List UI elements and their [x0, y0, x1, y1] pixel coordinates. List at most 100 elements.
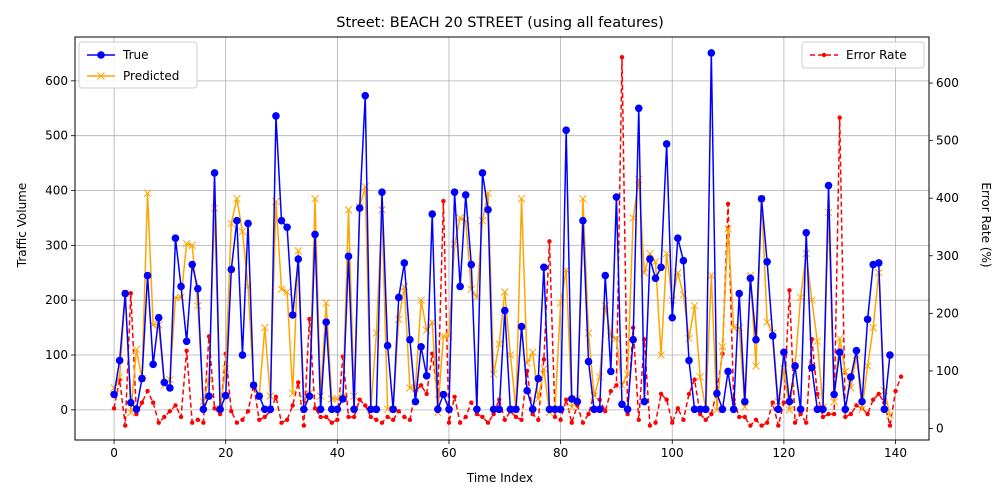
series-predicted-point — [584, 329, 593, 337]
series-true-point — [780, 348, 788, 357]
series-true-point — [545, 405, 554, 414]
series-predicted-point — [718, 342, 727, 351]
series-predicted-point — [489, 370, 498, 379]
series-true-point — [774, 405, 783, 414]
chart-title: Street: BEACH 20 STREET (using all featu… — [336, 15, 664, 31]
series-true-point — [227, 265, 236, 274]
series-true-point — [835, 348, 844, 357]
series-true-point — [495, 405, 504, 414]
series-predicted-point — [785, 405, 794, 414]
series-predicted-point — [210, 204, 219, 212]
series-error-rate-point — [162, 414, 167, 420]
series-true-point — [115, 356, 124, 365]
x-tick-label: 100 — [661, 446, 684, 460]
series-error-rate-point — [379, 420, 385, 425]
series-error-rate-point — [469, 400, 474, 405]
y-tick-label: 300 — [45, 238, 68, 252]
series-true-point — [277, 216, 286, 225]
series-true-point — [701, 405, 710, 414]
series-error-rate-point — [815, 391, 820, 397]
y-axis-label: Traffic Volume — [15, 183, 29, 269]
series-error-rate-point — [150, 400, 156, 405]
series-true-point — [500, 306, 509, 315]
series-predicted-point — [517, 194, 526, 203]
series-true-point — [763, 258, 771, 266]
series-true-point — [874, 259, 883, 267]
series-predicted-point — [886, 411, 894, 420]
series-true-point — [579, 216, 587, 225]
series-true-point — [802, 228, 811, 237]
series-true-point — [456, 282, 464, 291]
series-true-point — [199, 405, 208, 414]
series-layer — [110, 49, 904, 428]
series-error-rate-point — [167, 409, 173, 414]
series-error-rate-point — [798, 411, 803, 417]
series-true-point — [646, 255, 654, 263]
series-true-point — [735, 289, 744, 298]
x-tick-label: 20 — [218, 446, 233, 460]
series-error-rate-point — [820, 414, 826, 420]
x-tick-label: 140 — [884, 446, 907, 460]
series-true-point — [685, 356, 693, 365]
series-true-point — [618, 400, 626, 409]
series-error-rate-point — [664, 397, 669, 402]
series-true-point — [551, 405, 559, 414]
series-predicted-point — [277, 285, 286, 294]
series-error-rate-point — [831, 411, 837, 417]
series-error-rate-point — [764, 420, 770, 425]
series-error-rate-point — [195, 417, 200, 423]
series-predicted-point — [540, 364, 548, 373]
series-error-rate-point — [603, 409, 608, 414]
series-error-rate-point — [296, 380, 301, 385]
x-axis-label: Time Index — [466, 471, 533, 485]
series-error-rate-point — [697, 411, 703, 417]
series-true-point — [657, 263, 665, 272]
y-tick-label: 100 — [45, 348, 68, 362]
series-error-rate-point — [854, 403, 859, 408]
series-true-point — [132, 405, 141, 414]
series-true-point — [707, 49, 716, 57]
series-true-point — [595, 405, 604, 414]
series-true-point — [785, 397, 794, 406]
y2-tick-label: 400 — [936, 191, 959, 205]
series-error-rate-point — [301, 423, 307, 428]
series-predicted-point — [646, 249, 654, 258]
series-true-point — [339, 395, 347, 403]
series-true-point — [674, 234, 682, 243]
series-true-point — [188, 260, 197, 269]
series-predicted-point — [233, 194, 241, 203]
series-error-rate-point — [307, 316, 312, 322]
series-true-point — [400, 259, 409, 267]
series-predicted-point — [260, 323, 269, 332]
series-predicted-point — [143, 189, 152, 198]
series-predicted-point — [752, 362, 760, 370]
series-true-point — [718, 405, 727, 414]
series-true-point — [679, 256, 688, 265]
series-error-rate-point — [452, 394, 457, 400]
series-true-point — [523, 386, 531, 395]
series-predicted-point — [841, 367, 850, 376]
series-true-point — [322, 318, 330, 326]
series-error-rate-point — [681, 417, 686, 423]
series-error-rate-point — [424, 391, 429, 397]
y2-tick-label: 600 — [936, 76, 959, 90]
series-true-point — [590, 405, 598, 414]
plot-frame — [74, 36, 930, 441]
y-tick-label: 0 — [60, 403, 68, 417]
series-predicted-point — [707, 271, 716, 280]
legend-label: Predicted — [123, 69, 179, 83]
series-predicted-point — [858, 405, 866, 414]
series-true-point — [121, 289, 130, 298]
series-error-rate-point — [759, 423, 764, 428]
series-error-rate-point — [709, 411, 714, 417]
series-error-rate-point — [441, 198, 446, 204]
series-error-rate-point — [418, 383, 424, 388]
series-error-rate-point — [876, 391, 881, 397]
series-error-rate-point — [390, 417, 396, 423]
series-true-point — [824, 181, 833, 190]
series-true-point — [640, 397, 649, 406]
series-true-point — [205, 392, 213, 400]
x-tick-label: 120 — [772, 446, 795, 460]
series-error-rate-point — [396, 409, 401, 414]
series-true-point — [272, 112, 280, 120]
